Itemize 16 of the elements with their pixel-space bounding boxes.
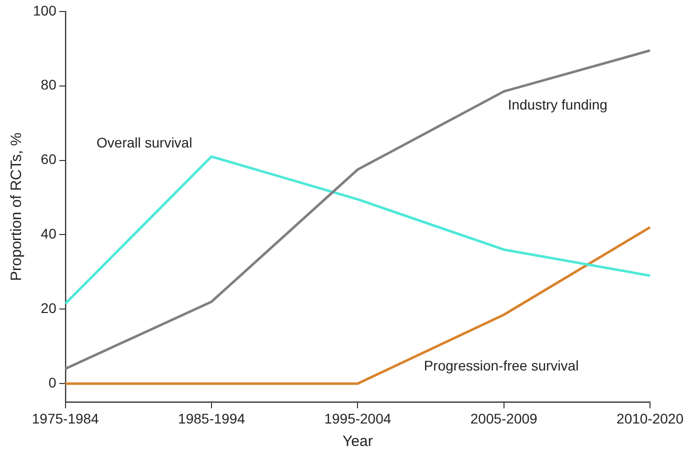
x-axis-title: Year — [342, 433, 373, 450]
series-label: Overall survival — [96, 134, 192, 150]
y-tick-label: 40 — [40, 226, 57, 242]
x-tick-label: 1995-2004 — [324, 410, 392, 426]
y-tick-label: 60 — [40, 151, 57, 168]
x-tick-label: 1975-1984 — [32, 410, 100, 426]
x-tick-label: 1985-1994 — [178, 410, 246, 426]
y-tick-label: 80 — [40, 76, 57, 93]
series-label: Progression-free survival — [424, 358, 579, 374]
series-label: Industry funding — [508, 96, 608, 112]
y-tick-label: 0 — [48, 374, 57, 390]
x-tick-label: 2010-2020 — [616, 410, 684, 426]
y-tick-label: 100 — [33, 2, 57, 18]
y-tick-label: 20 — [40, 300, 57, 316]
x-tick-label: 2005-2009 — [470, 410, 538, 426]
y-axis-title: Proportion of RCTs, % — [8, 132, 26, 281]
